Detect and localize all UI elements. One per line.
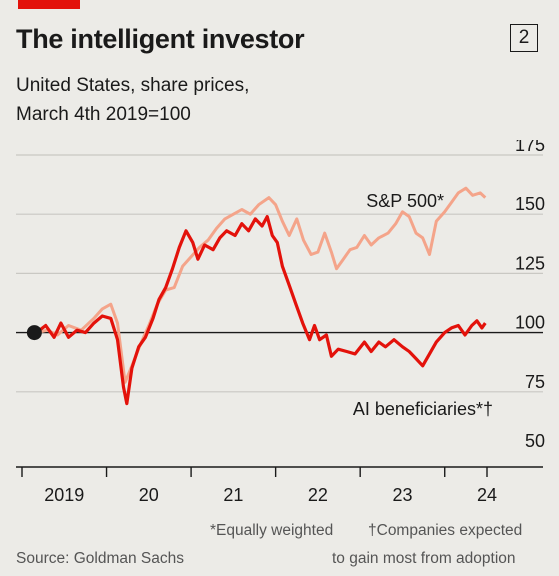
line-chart: 50 75 100 125 150 175 S&P 500* AI beneficiarie…	[16, 140, 545, 505]
y-tick-label-100: 100	[515, 313, 545, 333]
footnote-companies-expected-cont: to gain most from adoption	[332, 550, 516, 567]
chart-number-badge: 2	[510, 24, 538, 52]
x-axis: 2019 20 21 22 23 24	[16, 466, 543, 505]
y-tick-label-175: 175	[515, 140, 545, 155]
start-marker-dot	[26, 325, 42, 341]
start-marker-layer	[26, 325, 42, 341]
y-tick-label-50: 50	[525, 431, 545, 451]
footnote-equally-weighted: *Equally weighted	[210, 522, 334, 539]
chart-title: The intelligent investor	[16, 24, 305, 54]
y-tick-label-150: 150	[515, 194, 545, 214]
footnote-companies-expected: †Companies expected	[368, 522, 523, 539]
brand-tag	[18, 0, 80, 9]
sp500-label: S&P 500*	[366, 191, 444, 211]
sp500-line	[36, 186, 487, 384]
x-tick-label-2019: 2019	[44, 485, 84, 505]
x-tick-label-23: 23	[392, 485, 412, 505]
series-lines	[35, 186, 487, 406]
ai-beneficiaries-line	[35, 215, 487, 406]
series-labels: S&P 500* AI beneficiaries*†	[353, 191, 493, 419]
x-tick-label-20: 20	[139, 485, 159, 505]
x-tick-label-22: 22	[308, 485, 328, 505]
source-note: Source: Goldman Sachs	[16, 550, 185, 567]
chart-subtitle-line2: March 4th 2019=100	[16, 104, 191, 125]
chart-subtitle-line1: United States, share prices,	[16, 75, 250, 96]
y-tick-label-75: 75	[525, 372, 545, 392]
y-tick-labels: 50 75 100 125 150 175	[515, 140, 545, 451]
y-tick-label-125: 125	[515, 253, 545, 273]
ai-beneficiaries-label: AI beneficiaries*†	[353, 399, 493, 419]
x-tick-label-24: 24	[477, 485, 497, 505]
x-tick-label-21: 21	[223, 485, 243, 505]
